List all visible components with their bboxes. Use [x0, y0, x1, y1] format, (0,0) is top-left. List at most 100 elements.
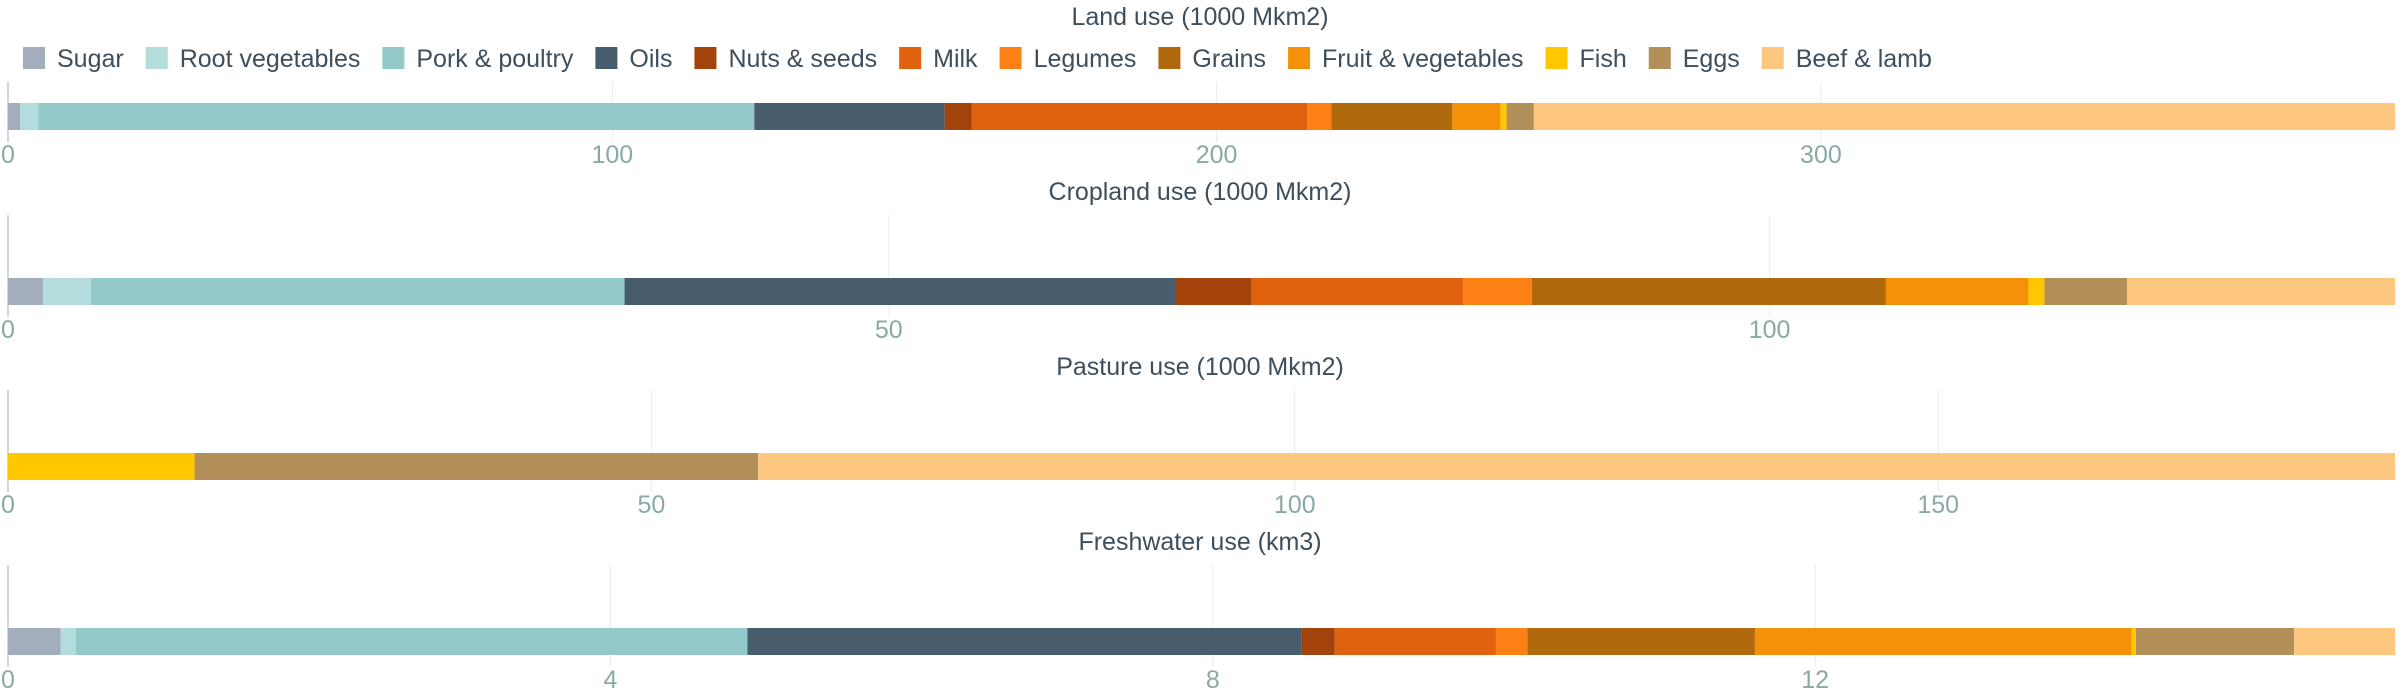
- bar-segment-fruit-and-vegetables[interactable]: [1452, 103, 1501, 130]
- legend-label: Grains: [1192, 45, 1266, 73]
- legend-swatch: [1648, 47, 1671, 69]
- bar-segment-legumes[interactable]: [1463, 278, 1532, 305]
- legend-label: Fruit & vegetables: [1322, 45, 1524, 73]
- bar-segment-sugar[interactable]: [8, 103, 21, 130]
- legend-item-eggs[interactable]: Eggs: [1648, 45, 1740, 73]
- legend-item-fish[interactable]: Fish: [1545, 45, 1627, 73]
- bar-segment-pork-and-poultry[interactable]: [38, 103, 755, 130]
- legend-label: Beef & lamb: [1796, 45, 1932, 73]
- x-tick-label: 0: [1, 491, 15, 519]
- bar-segment-fruit-and-vegetables[interactable]: [1754, 628, 2132, 655]
- bar-segment-fruit-and-vegetables[interactable]: [1885, 278, 2029, 305]
- bar-segment-root-vegetables[interactable]: [43, 278, 91, 305]
- legend-label: Pork & poultry: [416, 45, 574, 73]
- x-tick-label: 0: [1, 316, 15, 344]
- legend-item-beef-and-lamb[interactable]: Beef & lamb: [1761, 45, 1932, 73]
- legend-item-oils[interactable]: Oils: [595, 45, 672, 73]
- x-tick-label: 12: [1801, 666, 1829, 694]
- bar-segment-root-vegetables[interactable]: [20, 103, 39, 130]
- legend-item-pork-and-poultry[interactable]: Pork & poultry: [382, 45, 574, 73]
- bar-segment-milk[interactable]: [1251, 278, 1464, 305]
- bar-segment-nuts-and-seeds[interactable]: [944, 103, 972, 130]
- legend: Sugar Root vegetables Pork & poultry Oils Nu…: [23, 45, 1932, 73]
- bar-segment-pork-and-poultry[interactable]: [75, 628, 748, 655]
- legend-swatch: [1545, 47, 1568, 69]
- x-tick-label: 100: [591, 141, 633, 169]
- bar-segment-beef-and-lamb[interactable]: [2294, 628, 2395, 655]
- x-tick-label: 300: [1800, 141, 1842, 169]
- bar-segment-pork-and-poultry[interactable]: [90, 278, 625, 305]
- x-tick-label: 50: [637, 491, 665, 519]
- bar-segment-sugar[interactable]: [8, 278, 44, 305]
- bar-segment-grains[interactable]: [1527, 628, 1755, 655]
- legend-label: Sugar: [57, 45, 124, 73]
- legend-item-sugar[interactable]: Sugar: [23, 45, 124, 73]
- legend-item-fruit-and-vegetables[interactable]: Fruit & vegetables: [1288, 45, 1524, 73]
- panel-title: Pasture use (1000 Mkm2): [1056, 353, 1344, 381]
- x-tick-label: 8: [1206, 666, 1220, 694]
- panel-title: Cropland use (1000 Mkm2): [1049, 178, 1352, 206]
- legend-swatch: [145, 47, 168, 69]
- bar-segment-grains[interactable]: [1331, 103, 1453, 130]
- bar-segment-nuts-and-seeds[interactable]: [1175, 278, 1252, 305]
- x-tick-label: 200: [1196, 141, 1238, 169]
- bar-segment-nuts-and-seeds[interactable]: [1301, 628, 1335, 655]
- bar-segment-grains[interactable]: [1531, 278, 1886, 305]
- bar-segment-oils[interactable]: [747, 628, 1302, 655]
- bar-segment-eggs[interactable]: [2135, 628, 2295, 655]
- bar-segment-oils[interactable]: [624, 278, 1176, 305]
- bar-segment-milk[interactable]: [971, 103, 1308, 130]
- chart-panels: Land use (1000 Mkm2) 0 100 200 300 Cropland u…: [1, 3, 2396, 694]
- legend-swatch: [23, 47, 45, 69]
- x-tick-label: 0: [1, 141, 15, 169]
- bar-segment-fish[interactable]: [2028, 278, 2045, 305]
- bar-segment-fish[interactable]: [1500, 103, 1507, 130]
- legend-swatch: [1288, 47, 1311, 69]
- panel-title: Land use (1000 Mkm2): [1071, 3, 1328, 31]
- legend-item-nuts-and-seeds[interactable]: Nuts & seeds: [694, 45, 877, 73]
- bar-segment-root-vegetables[interactable]: [60, 628, 76, 655]
- x-tick-label: 100: [1749, 316, 1791, 344]
- panel-title: Freshwater use (km3): [1078, 528, 1321, 556]
- legend-item-root-vegetables[interactable]: Root vegetables: [145, 45, 361, 73]
- panel-freshwater-use-km3: Freshwater use (km3) 0 4 8 12: [1, 528, 2395, 694]
- bar-segment-eggs[interactable]: [194, 453, 759, 480]
- panel-pasture-use-1000-mkm2: Pasture use (1000 Mkm2) 0 50 100 150: [1, 353, 2396, 519]
- x-tick-label: 50: [875, 316, 903, 344]
- bar-segment-beef-and-lamb[interactable]: [1533, 103, 2395, 130]
- legend-item-grains[interactable]: Grains: [1158, 45, 1266, 73]
- bar-segment-eggs[interactable]: [2044, 278, 2128, 305]
- legend-label: Oils: [629, 45, 672, 73]
- bar-segment-beef-and-lamb[interactable]: [2127, 278, 2395, 305]
- legend-swatch: [595, 47, 618, 69]
- legend-swatch: [899, 47, 922, 69]
- legend-label: Fish: [1580, 45, 1627, 73]
- legend-label: Legumes: [1034, 45, 1137, 73]
- bar-segment-legumes[interactable]: [1307, 103, 1332, 130]
- legend-swatch: [1158, 47, 1181, 69]
- x-tick-label: 150: [1917, 491, 1959, 519]
- bar-segment-fish[interactable]: [8, 453, 195, 480]
- legend-swatch: [999, 47, 1022, 69]
- legend-swatch: [1761, 47, 1784, 69]
- panel-cropland-use-1000-mkm2: Cropland use (1000 Mkm2) 0 50 100: [1, 178, 2395, 344]
- bar-segment-legumes[interactable]: [1495, 628, 1528, 655]
- bar-segment-fish[interactable]: [2131, 628, 2136, 655]
- bar-segment-eggs[interactable]: [1506, 103, 1534, 130]
- bar-segment-sugar[interactable]: [8, 628, 61, 655]
- legend-swatch: [382, 47, 405, 69]
- x-tick-label: 0: [1, 666, 15, 694]
- legend-label: Nuts & seeds: [728, 45, 877, 73]
- legend-label: Milk: [933, 45, 978, 73]
- x-tick-label: 4: [603, 666, 617, 694]
- legend-item-legumes[interactable]: Legumes: [999, 45, 1137, 73]
- legend-label: Eggs: [1683, 45, 1740, 73]
- legend-swatch: [694, 47, 717, 69]
- bar-segment-milk[interactable]: [1334, 628, 1496, 655]
- legend-label: Root vegetables: [180, 45, 361, 73]
- bar-segment-oils[interactable]: [754, 103, 945, 130]
- x-tick-label: 100: [1274, 491, 1316, 519]
- legend-item-milk[interactable]: Milk: [899, 45, 978, 73]
- bar-segment-beef-and-lamb[interactable]: [758, 453, 2396, 480]
